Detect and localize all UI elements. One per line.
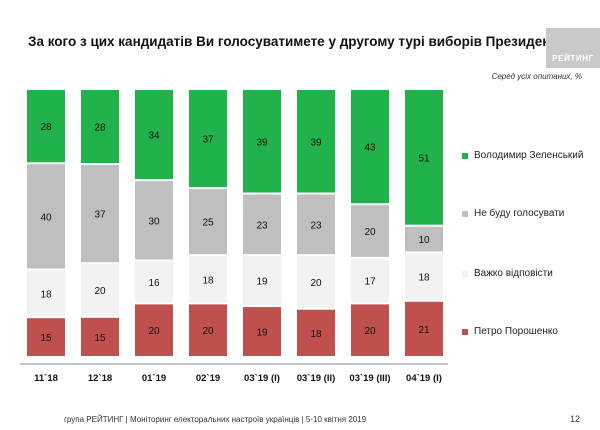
data-label: 51	[418, 153, 430, 164]
page-number: 12	[570, 414, 581, 424]
data-label: 23	[310, 220, 322, 231]
data-label: 18	[418, 273, 430, 284]
bar-segment	[27, 318, 65, 356]
bar-segment	[27, 164, 65, 269]
bar-segment	[81, 317, 119, 356]
data-label: 39	[256, 137, 268, 148]
bar-segment	[135, 181, 173, 260]
bar-segment	[189, 256, 227, 303]
bar-segment	[297, 90, 335, 193]
data-label: 20	[148, 326, 160, 337]
data-label: 19	[256, 277, 268, 288]
legend-swatch	[462, 328, 468, 335]
bar-segment	[405, 90, 443, 225]
data-label: 16	[148, 278, 160, 289]
chart-title: За кого з цих кандидатів Ви голосуватиме…	[28, 34, 600, 49]
data-label: 18	[202, 275, 214, 286]
category-label: 02`19	[196, 373, 220, 384]
data-label: 20	[202, 326, 214, 337]
bar-segment	[189, 304, 227, 356]
bar-segment	[405, 301, 443, 356]
category-label: 04`19 (I)	[406, 373, 442, 384]
chart-subnote: Серед усіх опитаних, %	[491, 72, 582, 81]
data-label: 21	[418, 325, 430, 336]
bar-segment	[243, 90, 281, 193]
data-label: 20	[94, 286, 106, 297]
data-label: 20	[310, 278, 322, 289]
bar-segment	[189, 189, 227, 255]
legend-swatch	[462, 152, 468, 159]
legend-swatch	[462, 270, 468, 277]
data-label: 39	[310, 137, 322, 148]
bar-segment	[81, 165, 119, 263]
bar-segment	[243, 307, 281, 356]
category-label: 12`18	[88, 373, 112, 384]
data-label: 17	[364, 277, 376, 288]
bar-segment	[135, 261, 173, 303]
logo-text: РЕЙТИНГ	[552, 54, 594, 63]
data-label: 34	[148, 131, 160, 142]
data-label: 37	[202, 135, 214, 146]
bar-segment	[297, 194, 335, 255]
bar-segment	[27, 270, 65, 317]
rating-logo: РЕЙТИНГ	[546, 28, 600, 68]
bar-segment	[81, 90, 119, 164]
bar-segment	[243, 194, 281, 255]
data-label: 28	[40, 122, 52, 133]
footer-text: група РЕЙТИНГ | Моніторинг електоральних…	[64, 415, 367, 424]
bar-segment	[297, 256, 335, 308]
data-label: 43	[364, 143, 376, 154]
legend-label: Важко відповісти	[474, 268, 553, 279]
data-label: 20	[364, 326, 376, 337]
data-label: 18	[310, 329, 322, 340]
legend-item: Не буду голосувати	[462, 208, 564, 219]
data-label: 18	[40, 289, 52, 300]
category-label: 01`19	[142, 373, 166, 384]
data-label: 40	[40, 212, 52, 223]
bar-segment	[135, 304, 173, 356]
bar-segment	[297, 309, 335, 356]
legend-label: Петро Порошенко	[474, 326, 558, 337]
data-label: 15	[94, 333, 106, 344]
data-label: 23	[256, 220, 268, 231]
category-label: 03`19 (I)	[244, 373, 280, 384]
data-label: 10	[418, 235, 430, 246]
data-label: 30	[148, 216, 160, 227]
category-label: 03`19 (II)	[297, 373, 336, 384]
data-label: 37	[94, 210, 106, 221]
bar-segment	[405, 253, 443, 300]
bar-segment	[405, 226, 443, 252]
legend-item: Важко відповісти	[462, 268, 553, 279]
category-label: 11`18	[34, 373, 58, 384]
bar-segment	[27, 90, 65, 163]
bar-segment	[351, 90, 389, 204]
bar-segment	[135, 90, 173, 180]
data-label: 28	[94, 123, 106, 134]
bar-segment	[351, 205, 389, 257]
bar-segment	[243, 256, 281, 306]
legend-label: Не буду голосувати	[474, 208, 565, 219]
legend-label: Володимир Зеленський	[474, 150, 584, 161]
legend-swatch	[462, 210, 468, 217]
data-label: 25	[202, 218, 214, 229]
bar-segment	[81, 264, 119, 316]
legend-item: Петро Порошенко	[462, 326, 558, 337]
bar-segment	[351, 304, 389, 356]
data-label: 15	[40, 333, 52, 344]
legend-item: Володимир Зеленський	[462, 150, 583, 161]
category-label: 03`19 (III)	[349, 373, 390, 384]
data-label: 20	[364, 227, 376, 238]
bar-segment	[351, 258, 389, 303]
data-label: 19	[256, 328, 268, 339]
bar-segment	[189, 90, 227, 188]
